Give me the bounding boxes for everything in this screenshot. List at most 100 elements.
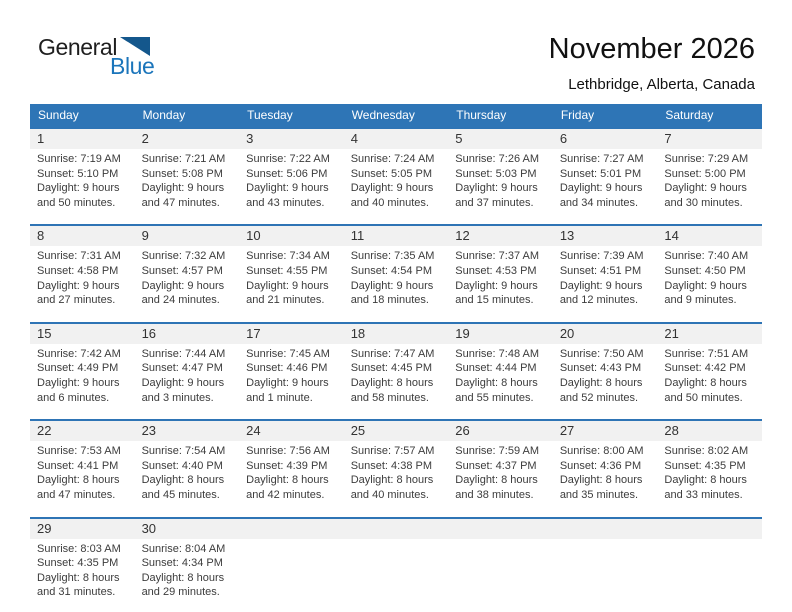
date-band [552, 518, 658, 539]
day-cell-body: Sunrise: 8:04 AM Sunset: 4:34 PM Daylight:… [135, 539, 240, 612]
date-number: 25 [350, 423, 366, 439]
daylight-line-1: Daylight: 9 hours [455, 279, 538, 292]
page-title: November 2026 [548, 33, 755, 65]
daylight-line-2: and 37 minutes. [455, 196, 534, 209]
daylight-line-2: and 40 minutes. [350, 196, 429, 209]
day-cell-body [448, 539, 553, 612]
daylight-line-1: Daylight: 9 hours [246, 182, 329, 195]
sunset-line: Sunset: 4:58 PM [37, 264, 119, 277]
date-band [343, 518, 449, 539]
date-number: 14 [664, 228, 679, 244]
daylight-line-1: Daylight: 8 hours [37, 571, 120, 584]
daylight-line-1: Daylight: 9 hours [37, 376, 120, 389]
sunset-line: Sunset: 4:37 PM [455, 459, 537, 472]
weekday-header: Tuesday [239, 104, 344, 128]
daylight-line-1: Daylight: 9 hours [37, 279, 120, 292]
date-number: 2 [141, 131, 149, 146]
sunset-line: Sunset: 4:34 PM [141, 557, 223, 570]
date-band: 28 [657, 421, 762, 442]
date-number: 9 [141, 228, 149, 244]
day-cell: 6 Sunrise: 7:27 AM Sunset: 5:01 PM Daylight… [552, 126, 658, 226]
day-cell-body: Sunrise: 7:19 AM Sunset: 5:10 PM Daylight:… [30, 149, 135, 224]
sunset-line: Sunset: 4:46 PM [246, 362, 328, 375]
sunrise-line: Sunrise: 8:03 AM [37, 542, 121, 555]
sunrise-line: Sunrise: 7:27 AM [559, 153, 644, 165]
sunset-line: Sunset: 4:40 PM [141, 459, 223, 472]
weekday-header-row: Sunday Monday Tuesday Wednesday Thursday Frid… [30, 104, 762, 128]
date-band: 16 [134, 323, 240, 344]
date-number: 18 [350, 325, 366, 341]
daylight-line-1: Daylight: 9 hours [559, 279, 643, 292]
sunrise-line: Sunrise: 7:56 AM [246, 445, 330, 458]
day-cell: 4 Sunrise: 7:24 AM Sunset: 5:05 PM Daylight… [343, 126, 449, 226]
date-band: 18 [343, 323, 449, 344]
daylight-line-1: Daylight: 8 hours [559, 474, 643, 487]
daylight-line-2: and 3 minutes. [141, 391, 214, 404]
sunrise-line: Sunrise: 7:51 AM [664, 347, 749, 360]
date-band: 26 [448, 421, 553, 442]
daylight-line-2: and 55 minutes. [455, 391, 534, 404]
date-band [448, 518, 553, 539]
daylight-line-2: and 6 minutes. [37, 391, 110, 404]
weekday-header: Friday [552, 104, 658, 128]
day-cell-body: Sunrise: 7:24 AM Sunset: 5:05 PM Daylight:… [344, 149, 449, 224]
day-cell-body: Sunrise: 7:31 AM Sunset: 4:58 PM Daylight:… [30, 246, 135, 321]
date-band: 15 [30, 323, 135, 344]
sunrise-line: Sunrise: 7:21 AM [141, 153, 226, 165]
daylight-line-2: and 35 minutes. [559, 488, 639, 501]
daylight-line-1: Daylight: 8 hours [455, 376, 538, 389]
calendar-table: Sunday Monday Tuesday Wednesday Thursday Frid… [30, 104, 762, 612]
daylight-line-2: and 30 minutes. [664, 196, 743, 209]
daylight-line-1: Daylight: 8 hours [246, 474, 329, 487]
day-cell: 16 Sunrise: 7:44 AM Sunset: 4:47 PM Dayligh… [134, 321, 240, 421]
date-band: 9 [134, 226, 240, 247]
day-cell: 15 Sunrise: 7:42 AM Sunset: 4:49 PM Dayligh… [30, 321, 135, 421]
daylight-line-1: Daylight: 8 hours [664, 474, 747, 487]
date-band: 27 [552, 421, 658, 442]
date-number: 19 [455, 325, 470, 341]
daylight-line-1: Daylight: 9 hours [664, 279, 747, 292]
day-cell: 5 Sunrise: 7:26 AM Sunset: 5:03 PM Daylight… [448, 126, 553, 226]
sunset-line: Sunset: 5:00 PM [664, 167, 746, 180]
date-band: 7 [657, 129, 762, 149]
date-band [239, 518, 344, 539]
day-cell-body: Sunrise: 8:03 AM Sunset: 4:35 PM Daylight:… [30, 539, 135, 612]
daylight-line-2: and 38 minutes. [455, 488, 534, 501]
sunset-line: Sunset: 4:47 PM [141, 362, 223, 375]
day-cell: 18 Sunrise: 7:47 AM Sunset: 4:45 PM Dayligh… [343, 321, 449, 421]
daylight-line-2: and 24 minutes. [141, 294, 220, 307]
daylight-line-2: and 58 minutes. [350, 391, 429, 404]
daylight-line-2: and 29 minutes. [141, 586, 220, 599]
daylight-line-1: Daylight: 8 hours [455, 474, 538, 487]
day-cell-body: Sunrise: 7:35 AM Sunset: 4:54 PM Daylight:… [344, 246, 449, 321]
date-band: 14 [657, 226, 762, 247]
daylight-line-2: and 43 minutes. [246, 196, 325, 209]
daylight-line-1: Daylight: 8 hours [141, 571, 225, 584]
date-number: 5 [455, 131, 463, 146]
day-cell-body: Sunrise: 7:39 AM Sunset: 4:51 PM Daylight:… [553, 246, 658, 321]
sunrise-line: Sunrise: 7:40 AM [664, 250, 749, 263]
day-cell-body: Sunrise: 7:45 AM Sunset: 4:46 PM Daylight:… [239, 344, 344, 419]
sunset-line: Sunset: 4:49 PM [37, 362, 119, 375]
calendar-header: Sunday Monday Tuesday Wednesday Thursday Frid… [30, 104, 762, 128]
sunset-line: Sunset: 4:50 PM [664, 264, 746, 277]
daylight-line-2: and 40 minutes. [350, 488, 429, 501]
date-number: 29 [37, 520, 52, 536]
daylight-line-2: and 21 minutes. [246, 294, 325, 307]
daylight-line-2: and 18 minutes. [350, 294, 429, 307]
page-subtitle: Lethbridge, Alberta, Canada [568, 76, 755, 94]
daylight-line-2: and 50 minutes. [664, 391, 743, 404]
sunset-line: Sunset: 4:55 PM [246, 264, 328, 277]
date-band: 8 [30, 226, 135, 247]
date-number: 26 [455, 423, 470, 439]
date-band: 13 [552, 226, 658, 247]
daylight-line-1: Daylight: 9 hours [350, 279, 434, 292]
date-band: 5 [448, 129, 553, 149]
sunrise-line: Sunrise: 7:44 AM [141, 347, 226, 360]
sunset-line: Sunset: 5:05 PM [350, 167, 433, 180]
day-cell: 19 Sunrise: 7:48 AM Sunset: 4:44 PM Dayligh… [448, 321, 553, 421]
daylight-line-2: and 45 minutes. [141, 488, 220, 501]
sunset-line: Sunset: 4:38 PM [350, 459, 433, 472]
day-cell: 2 Sunrise: 7:21 AM Sunset: 5:08 PM Daylight… [134, 126, 240, 226]
sunset-line: Sunset: 4:43 PM [559, 362, 642, 375]
